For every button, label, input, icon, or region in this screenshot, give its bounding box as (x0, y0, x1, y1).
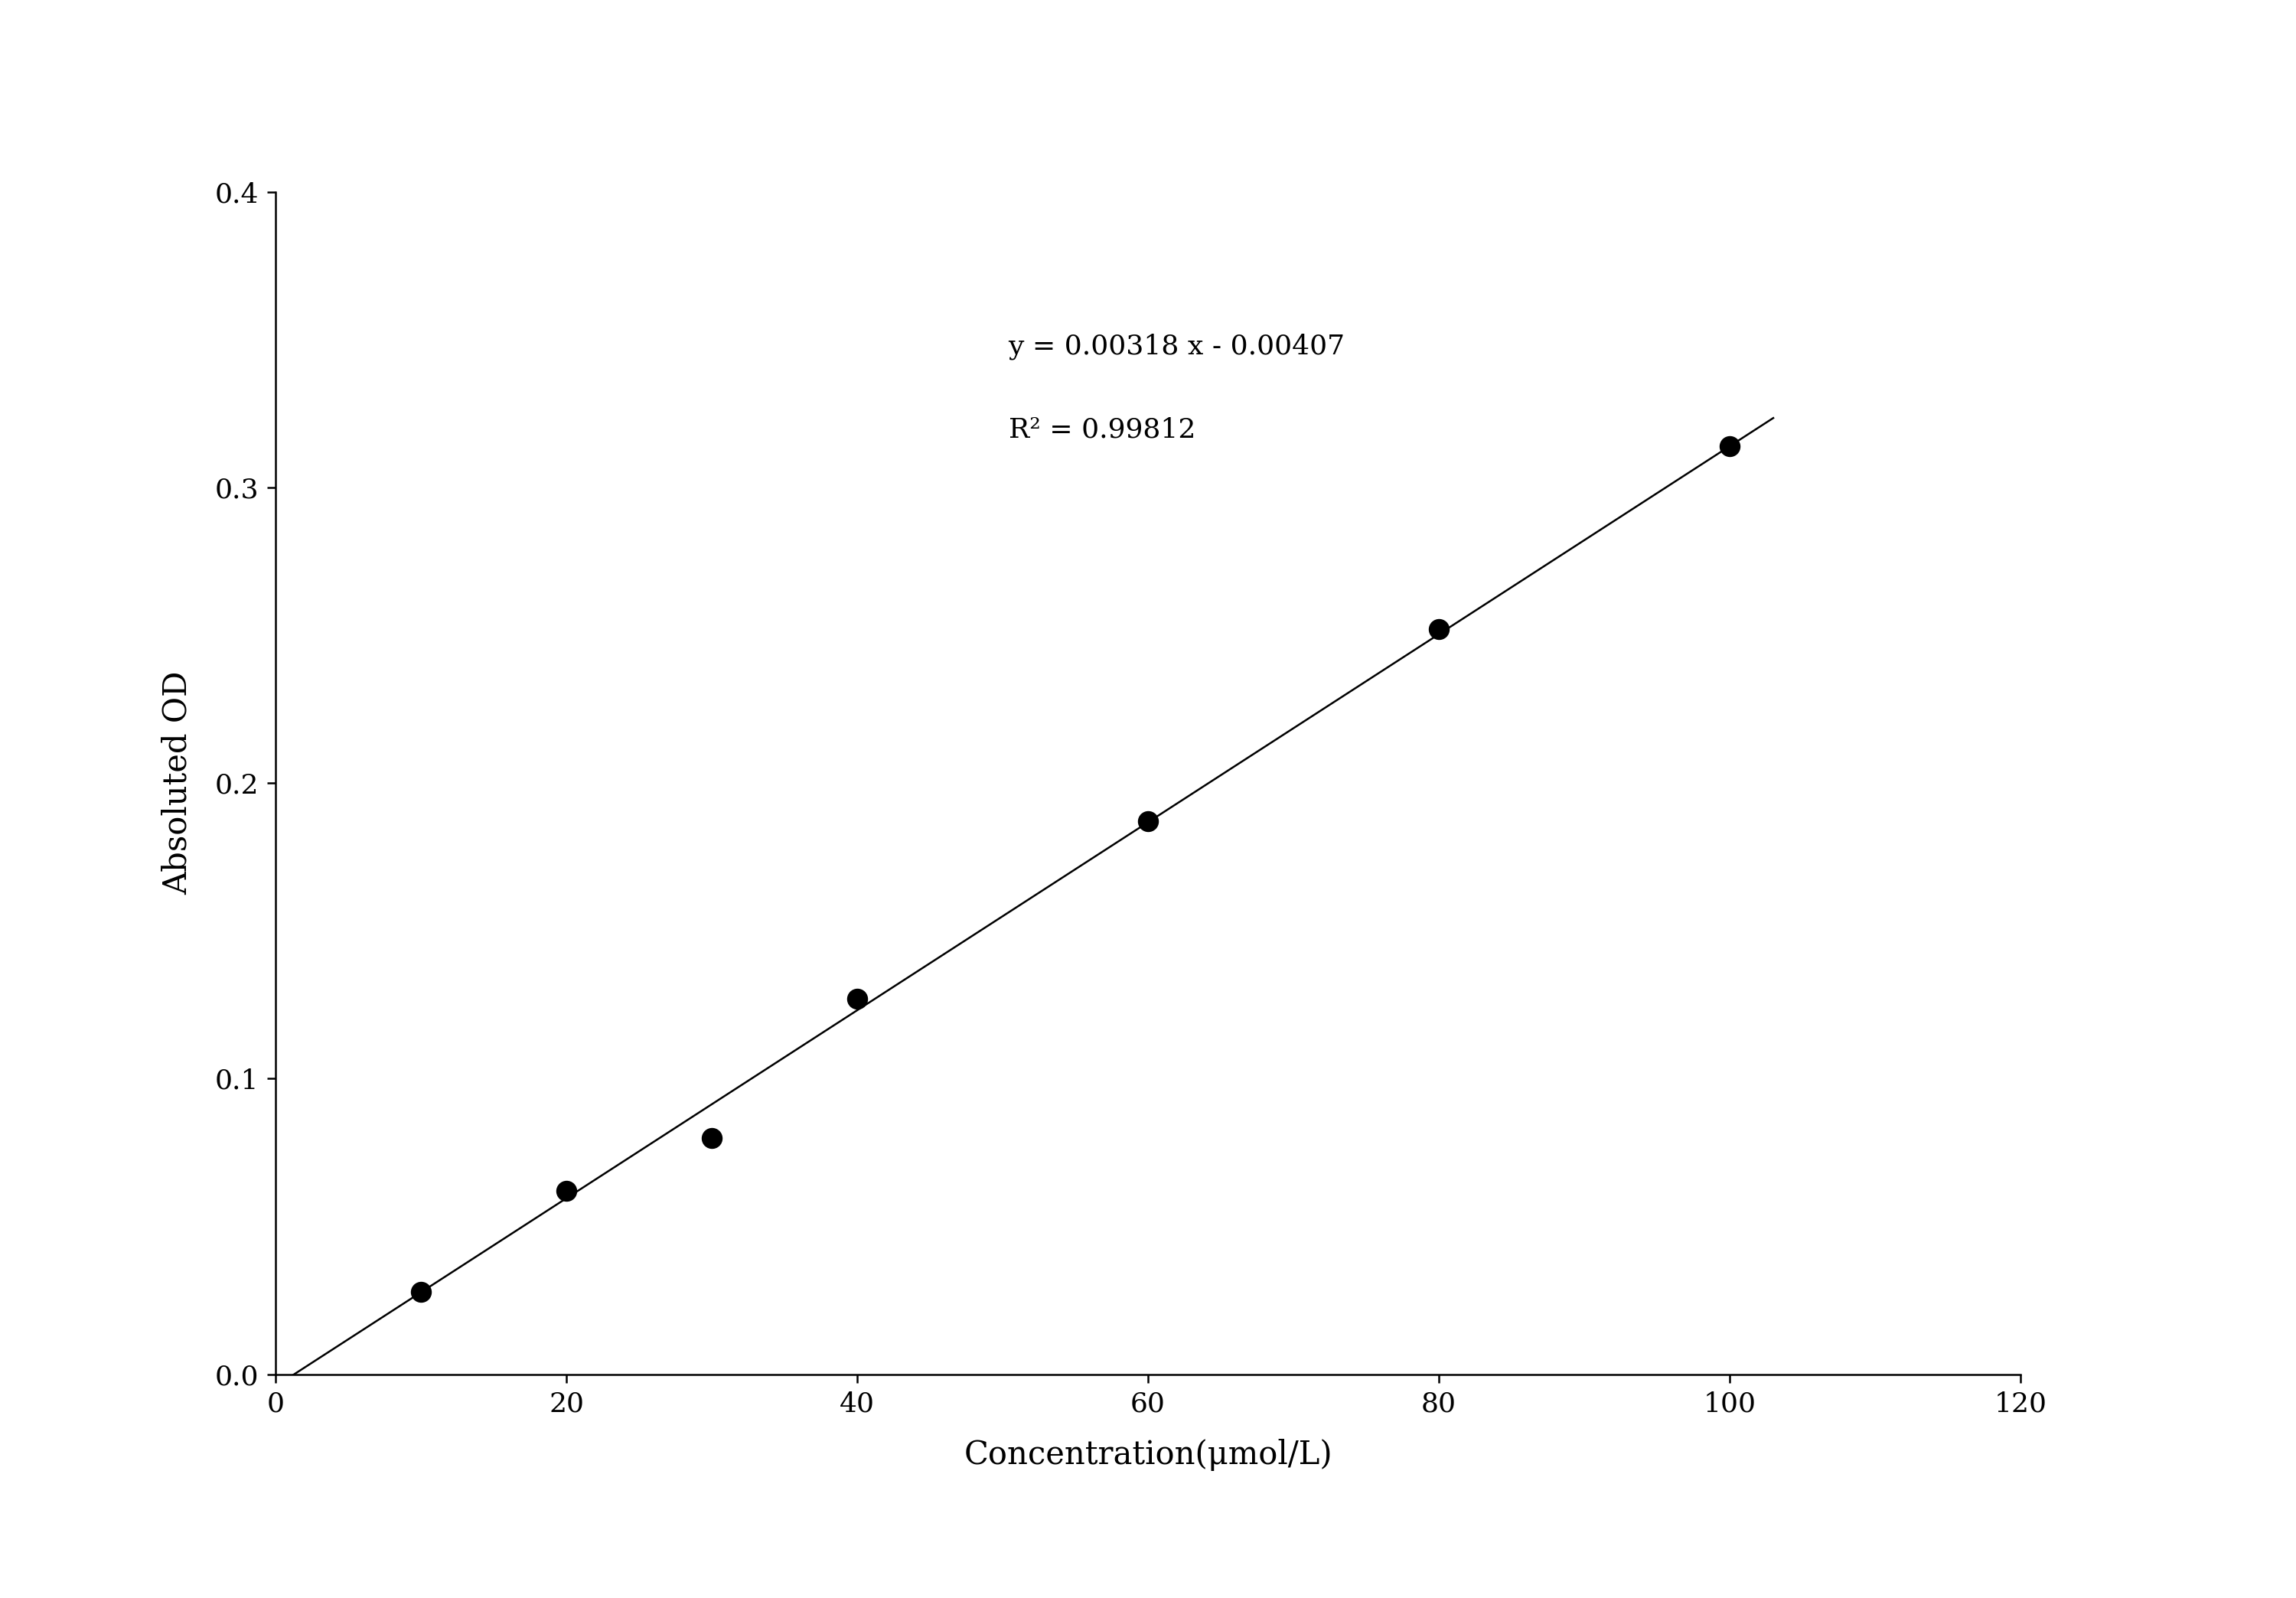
Point (693, 1125, 730, 1151)
Point (838, 986, 875, 1012)
Point (1421, 617, 1458, 642)
Text: R² = 0.99812: R² = 0.99812 (1008, 417, 1196, 443)
X-axis label: Concentration(μmol/L): Concentration(μmol/L) (964, 1438, 1332, 1470)
Text: y = 0.00318 x - 0.00407: y = 0.00318 x - 0.00407 (1008, 334, 1345, 360)
Point (1711, 433, 1747, 459)
Point (1130, 809, 1166, 834)
Point (402, 1278, 439, 1304)
Y-axis label: Absoluted OD: Absoluted OD (161, 671, 193, 895)
Point (549, 1178, 585, 1203)
